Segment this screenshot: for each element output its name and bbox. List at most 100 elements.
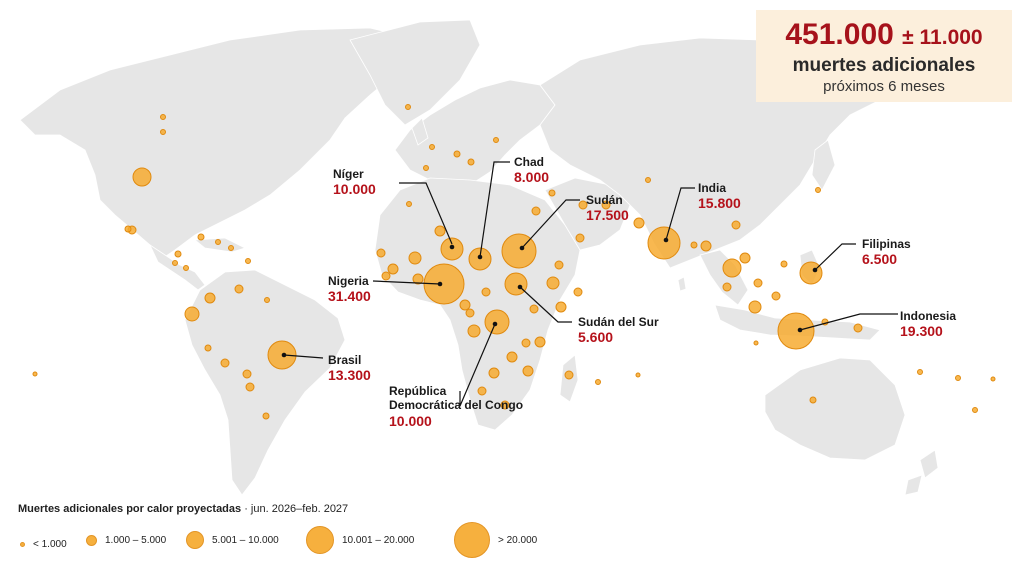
leader-rdc — [459, 323, 496, 407]
land-uk — [411, 117, 429, 146]
label-sudan-value: 17.500 — [586, 207, 629, 223]
bubble-uganda — [529, 304, 539, 314]
headline-total-line: 451.000 ± 11.000 — [756, 18, 1012, 55]
bubble-small — [780, 260, 788, 268]
label-niger-name: Níger — [333, 167, 364, 181]
land-japan — [811, 139, 836, 191]
bubble-small — [548, 189, 556, 197]
leader-sudan — [521, 199, 580, 249]
bubble-india — [647, 226, 681, 260]
bubble-vietnam — [739, 252, 751, 264]
bubble-angola — [467, 324, 481, 338]
leader-india — [665, 187, 695, 241]
bubble-sahel2 — [387, 263, 399, 275]
label-niger-value: 10.000 — [333, 181, 376, 197]
legend-label: 1.000 – 5.000 — [105, 535, 167, 546]
bubble-iran — [601, 200, 611, 210]
leader-dot-indonesia — [797, 327, 803, 333]
leader-dot-brasil — [281, 352, 287, 358]
bubble-peru — [184, 306, 200, 322]
bubble-small — [635, 372, 641, 378]
bubble-small — [183, 265, 189, 271]
label-india-name: India — [698, 181, 726, 195]
bubble-small — [917, 369, 923, 375]
legend-label: 10.001 – 20.000 — [342, 534, 415, 546]
bubble-small — [753, 340, 759, 346]
land-australia — [764, 357, 906, 461]
bubble-filipinas — [799, 261, 823, 285]
bubbles-layer — [32, 104, 996, 420]
bubble-small — [32, 371, 38, 377]
bubble-senegal — [376, 248, 386, 258]
land-greenland — [349, 19, 481, 126]
bubble-venezuela — [234, 284, 244, 294]
bubble-nigeria — [423, 263, 465, 305]
bubble-small — [264, 297, 270, 303]
legend-item-5001-10000: 5.001 – 10.000 — [186, 531, 279, 549]
bubble-mali — [434, 225, 446, 237]
leader-filipinas — [814, 243, 856, 271]
bubble-zambia — [506, 351, 518, 363]
legend-item-gt20000: > 20.000 — [454, 522, 537, 558]
bubble-tanzania — [534, 336, 546, 348]
bubble-small — [429, 144, 435, 150]
land-north-america — [19, 27, 421, 261]
leader-dot-niger — [449, 244, 455, 250]
land-sri-lanka — [677, 276, 687, 292]
bubble-small — [406, 201, 412, 207]
bubble-small — [124, 225, 132, 233]
bubble-myanmar — [722, 258, 742, 278]
bubble-small — [972, 407, 978, 413]
land-middle-east — [544, 177, 631, 251]
bubble-burkina — [408, 251, 422, 265]
label-nigeria-name: Nigeria — [328, 274, 369, 288]
leader-dot-chad — [477, 254, 483, 260]
legend-circle-s — [86, 535, 97, 546]
bubble-kenya — [555, 301, 567, 313]
label-rdc-name-line1: República — [389, 384, 447, 398]
bubble-nepal — [690, 241, 698, 249]
bubble-small — [174, 250, 182, 258]
bubble-cambodia — [753, 278, 763, 288]
bubble-small — [228, 245, 234, 251]
bubble-small — [172, 260, 178, 266]
headline-margin: ± 11.000 — [902, 26, 983, 49]
leader-brasil — [283, 354, 324, 359]
bubble-small — [955, 375, 961, 381]
bubble-small — [245, 258, 251, 264]
bubble-pakistan — [633, 217, 645, 229]
land-central-america — [149, 243, 206, 291]
bubble-somalia — [573, 287, 583, 297]
bubble-ghana — [412, 273, 424, 285]
leader-niger — [399, 182, 453, 245]
leader-dot-filipinas — [812, 267, 818, 273]
legend-circle-xl — [454, 522, 490, 558]
bubble-bangladesh — [700, 240, 712, 252]
country-labels: Níger 10.000 Chad 8.000 Sudán 17.500 Ind… — [328, 155, 956, 429]
bubble-sa — [575, 233, 585, 243]
bubble-sudan-sur — [504, 272, 528, 296]
legend-label: > 20.000 — [498, 534, 538, 546]
bubble-china — [731, 220, 741, 230]
headline-box: 451.000 ± 11.000 muertes adicionales pró… — [756, 10, 1012, 102]
bubble-small — [990, 376, 996, 382]
leader-sudan-sur — [519, 286, 572, 323]
bubble-small — [815, 187, 821, 193]
bubble-car — [481, 287, 491, 297]
bubble-cameroon — [459, 299, 471, 311]
legend-circle-m — [186, 531, 204, 549]
legend: Muertes adicionales por calor proyectada… — [18, 503, 578, 573]
label-sudan-sur-value: 5.600 — [578, 329, 613, 345]
bubble-small — [204, 344, 212, 352]
bubble-egypt — [531, 206, 541, 216]
leader-nigeria — [372, 280, 441, 285]
bubble-laos — [722, 282, 732, 292]
bubble-small — [197, 233, 205, 241]
bubble-iraq — [578, 200, 588, 210]
bubble-paraguay — [242, 369, 252, 379]
label-filipinas-name: Filipinas — [862, 237, 911, 251]
label-rdc-name-line2: Democrática del Congo — [389, 398, 523, 412]
bubble-madag — [564, 370, 574, 380]
label-chad-value: 8.000 — [514, 169, 549, 185]
land-southeast-asia — [699, 249, 749, 306]
